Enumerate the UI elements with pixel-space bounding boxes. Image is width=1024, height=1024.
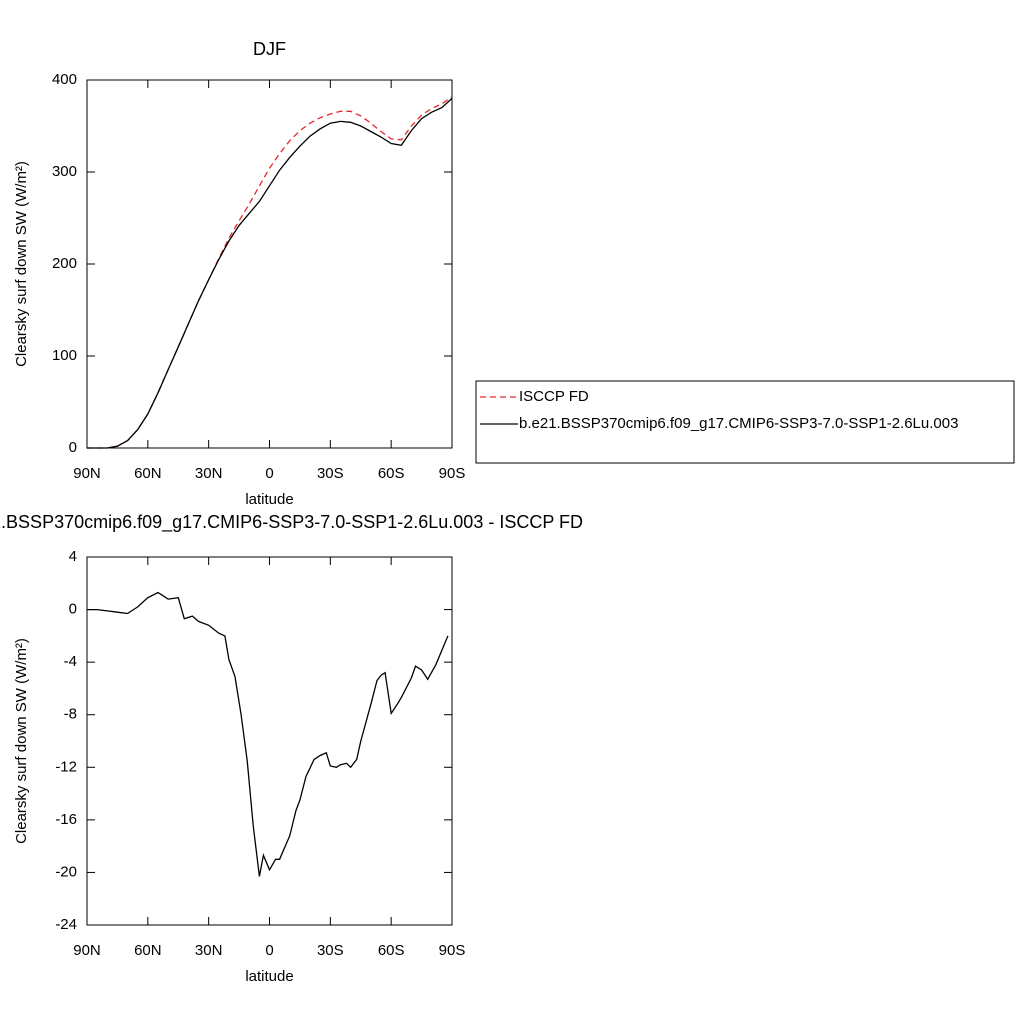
x-tick-label: 90N <box>73 465 101 482</box>
y-tick-label: -20 <box>55 863 77 880</box>
x-tick-label: 60S <box>378 465 405 482</box>
y-tick-label: 200 <box>52 255 77 272</box>
data-line <box>87 96 453 449</box>
y-axis-label: Clearsky surf down SW (W/m²) <box>13 638 30 844</box>
y-tick-label: 100 <box>52 347 77 364</box>
x-axis-label: latitude <box>245 968 293 985</box>
legend-label: ISCCP FD <box>519 388 589 405</box>
x-tick-label: 60N <box>134 942 162 959</box>
legend-box <box>475 380 1015 464</box>
legend-label: b.e21.BSSP370cmip6.f09_g17.CMIP6-SSP3-7.… <box>519 415 958 432</box>
x-tick-label: 60N <box>134 465 162 482</box>
y-tick-label: 4 <box>69 548 77 565</box>
x-tick-label: 90S <box>439 465 466 482</box>
y-tick-label: -24 <box>55 916 77 933</box>
y-tick-label: 300 <box>52 163 77 180</box>
y-tick-label: 400 <box>52 71 77 88</box>
chart-title: DJF <box>253 39 286 59</box>
x-tick-label: 90S <box>439 942 466 959</box>
x-tick-label: 30N <box>195 465 223 482</box>
y-tick-label: -4 <box>64 653 77 670</box>
y-axis-label: Clearsky surf down SW (W/m²) <box>13 161 30 367</box>
y-tick-label: -12 <box>55 758 77 775</box>
x-tick-label: 30S <box>317 942 344 959</box>
data-line <box>87 97 453 449</box>
y-tick-label: -8 <box>64 706 77 723</box>
x-axis-label: latitude <box>245 491 293 508</box>
y-tick-label: 0 <box>69 439 77 456</box>
x-tick-label: 30N <box>195 942 223 959</box>
y-tick-label: 0 <box>69 601 77 618</box>
plot-frame <box>86 79 453 449</box>
x-tick-label: 90N <box>73 942 101 959</box>
data-line <box>87 591 449 877</box>
x-tick-label: 60S <box>378 942 405 959</box>
x-tick-label: 0 <box>265 465 273 482</box>
y-tick-label: -16 <box>55 811 77 828</box>
x-tick-label: 0 <box>265 942 273 959</box>
chart-title: b.e21.BSSP370cmip6.f09_g17.CMIP6-SSP3-7.… <box>0 512 583 533</box>
x-tick-label: 30S <box>317 465 344 482</box>
